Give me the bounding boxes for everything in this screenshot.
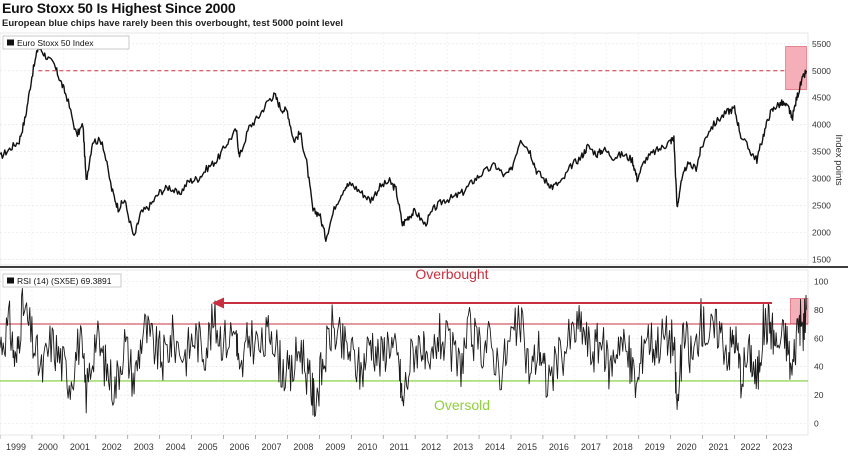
x-tick-label: 2000 <box>38 442 58 452</box>
x-tick-label: 2017 <box>581 442 601 452</box>
top-highlight-box <box>785 46 807 91</box>
y-tick-label: 5000 <box>812 66 831 76</box>
rsi-y-tick-label: 40 <box>814 362 824 372</box>
vertical-grid <box>0 33 767 435</box>
overbought-arrow-head <box>212 297 224 309</box>
x-tick-label: 2023 <box>772 442 792 452</box>
x-tick-label: 2018 <box>613 442 633 452</box>
bottom-y-ticks: 0 20 40 60 80 100 <box>814 276 828 428</box>
rsi-y-tick-label: 60 <box>814 333 824 343</box>
x-tick-label: 2002 <box>102 442 122 452</box>
x-tick-label: 2022 <box>740 442 760 452</box>
x-tick-label: 2013 <box>453 442 473 452</box>
x-tick-label: 1999 <box>6 442 26 452</box>
rsi-legend: RSI (14) (SX5E) 69.3891 <box>2 273 122 288</box>
y-axis-title: Index points <box>833 134 844 185</box>
top-grid <box>0 43 808 260</box>
chart-title: Euro Stoxx 50 Is Highest Since 2000 <box>2 0 236 16</box>
x-tick-label: 2011 <box>390 442 409 452</box>
y-tick-label: 2500 <box>812 201 831 211</box>
x-tick-label: 2015 <box>517 442 537 452</box>
x-tick-label: 2005 <box>198 442 218 452</box>
top-panel-frame <box>0 32 809 266</box>
rsi-y-tick-label: 80 <box>814 305 824 315</box>
x-tick-label: 2001 <box>70 442 90 452</box>
chart-subtitle: European blue chips have rarely been thi… <box>2 18 344 29</box>
price-series-line <box>0 46 808 243</box>
oversold-label: Oversold <box>434 397 490 413</box>
y-tick-label: 4000 <box>812 120 831 130</box>
bottom-panel-frame <box>0 269 809 436</box>
y-tick-label: 3500 <box>812 147 831 157</box>
x-tick-label: 2009 <box>325 442 345 452</box>
x-tick-label: 2020 <box>677 442 697 452</box>
x-tick-label: 2003 <box>134 442 154 452</box>
rsi-y-tick-label: 100 <box>814 276 828 286</box>
x-tick-label: 2021 <box>709 442 729 452</box>
x-tick-label: 2004 <box>166 442 186 452</box>
x-tick-label: 2014 <box>485 442 505 452</box>
x-tick-label: 2010 <box>357 442 377 452</box>
rsi-y-tick-label: 20 <box>814 390 824 400</box>
top-y-ticks: 1500 2000 2500 3000 3500 4000 4500 5000 5500 <box>812 39 831 265</box>
overbought-label: Overbought <box>415 266 488 282</box>
rsi-series-line <box>0 288 807 417</box>
y-tick-label: 4500 <box>812 93 831 103</box>
x-tick-label: 2012 <box>421 442 441 452</box>
x-tick-label: 2007 <box>261 442 281 452</box>
y-tick-label: 2000 <box>812 228 831 238</box>
price-legend-label: Euro Stoxx 50 Index <box>17 38 94 48</box>
y-tick-label: 3000 <box>812 174 831 184</box>
x-tick-label: 2019 <box>645 442 665 452</box>
x-tick-label: 2008 <box>293 442 313 452</box>
rsi-y-tick-label: 0 <box>814 419 819 429</box>
price-legend: Euro Stoxx 50 Index <box>2 35 130 50</box>
rsi-legend-label: RSI (14) (SX5E) 69.3891 <box>17 276 112 286</box>
x-tick-label: 2006 <box>230 442 250 452</box>
y-tick-label: 5500 <box>812 39 831 49</box>
x-axis-ticks: 1999 2000 2001 2002 2003 2004 2005 2006 2007 2008… <box>0 435 792 452</box>
x-tick-label: 2016 <box>549 442 569 452</box>
y-tick-label: 1500 <box>812 255 831 265</box>
